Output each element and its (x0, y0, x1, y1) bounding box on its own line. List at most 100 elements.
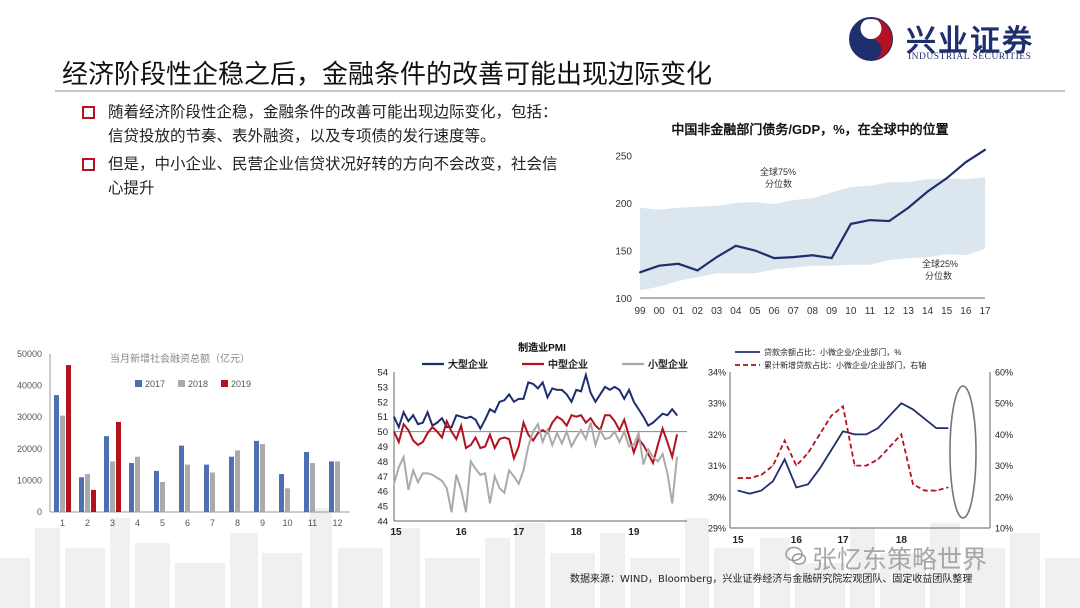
pmi-point (618, 441, 621, 443)
pmi-point (580, 390, 582, 392)
pmi-point (422, 441, 424, 443)
pmi-point (585, 438, 587, 440)
loan-point (807, 452, 809, 454)
pmi-point (575, 436, 577, 439)
logo-mark-icon (849, 17, 893, 61)
pmi-point (503, 436, 505, 439)
pmi-point (585, 422, 587, 424)
pmi-point (441, 417, 443, 419)
loan-point (865, 465, 867, 467)
pmi-point (657, 417, 659, 419)
x-tick-label: 7 (210, 518, 215, 528)
pmi-point (614, 420, 616, 422)
y-tick-label: 10000 (17, 475, 42, 485)
pmi-point (393, 483, 395, 485)
pmi-point (446, 420, 448, 422)
loan-point (795, 486, 797, 489)
x-tick-label: 08 (807, 306, 819, 317)
pmi-point (446, 426, 448, 428)
pmi-point (455, 438, 457, 440)
loan-point (935, 489, 937, 492)
pmi-point (398, 426, 400, 428)
right-y-tick-label: 10% (995, 524, 1013, 534)
pmi-point (628, 435, 630, 437)
pmi-point (628, 389, 630, 391)
pmi-point (614, 431, 616, 433)
pmi-point (642, 444, 645, 446)
pmi-point (566, 393, 568, 395)
x-tick-label: 10 (845, 306, 857, 317)
pmi-point (642, 416, 645, 418)
x-tick-label: 12 (332, 518, 342, 528)
pmi-point (647, 448, 649, 451)
x-tick-label: 17 (837, 535, 849, 545)
pmi-point (614, 386, 616, 388)
pmi-point (666, 441, 669, 443)
china-debt-point (964, 161, 967, 164)
pmi-point (580, 414, 582, 416)
pmi-point (623, 419, 625, 421)
title-divider (55, 90, 1065, 92)
y-tick-label: 20000 (17, 444, 42, 454)
pmi-point (460, 489, 462, 491)
loan-point (830, 415, 832, 417)
bar-2018 (160, 481, 165, 512)
pmi-point (604, 386, 606, 388)
loan-line-right (738, 404, 949, 492)
pmi-point (417, 423, 419, 425)
pmi-point (527, 445, 529, 448)
pmi-point (470, 416, 472, 418)
bullet-item: 随着经济阶段性企稳，金融条件的改善可能出现边际变化，包括：信贷投放的节奏、表外融… (80, 100, 570, 148)
pmi-point (489, 408, 491, 410)
pmi-point (441, 480, 443, 482)
china-debt-point (639, 271, 641, 274)
pmi-point (402, 411, 405, 413)
loan-point (819, 433, 821, 435)
pmi-point (537, 423, 539, 425)
y-tick-label: 150 (615, 247, 632, 258)
bullet-list: 随着经济阶段性企稳，金融条件的改善可能出现边际变化，包括：信贷投放的节奏、表外融… (80, 100, 570, 204)
loan-point (842, 430, 844, 432)
y-tick-label: 50000 (17, 349, 42, 359)
pmi-point (532, 383, 534, 385)
pmi-point (417, 444, 419, 446)
annotation-p25: 全球25% (922, 258, 958, 269)
loan-point (947, 427, 949, 429)
bar-2018 (110, 461, 115, 512)
annotation-p25-sub: 分位数 (925, 270, 952, 281)
pmi-point (671, 502, 673, 504)
pmi-point (623, 431, 625, 433)
pmi-point (460, 416, 462, 418)
pmi-point (537, 387, 539, 389)
bar-2018 (235, 450, 240, 512)
loan-point (935, 427, 937, 429)
pmi-point (652, 422, 654, 424)
x-tick-label: 04 (730, 306, 742, 317)
highlight-ellipse (949, 385, 977, 519)
bar-2018 (285, 488, 290, 512)
x-tick-label: 3 (110, 518, 115, 528)
china-debt-point (773, 257, 776, 260)
pmi-point (479, 447, 481, 449)
pmi-point (498, 438, 501, 440)
watermark-text: 张忆东策略世界 (812, 545, 988, 574)
loan-point (900, 433, 902, 435)
page-title: 经济阶段性企稳之后，金融条件的改善可能出现边际变化 (62, 60, 713, 90)
pmi-point (417, 481, 419, 483)
x-tick-label: 1 (60, 518, 65, 528)
bullet-text: 随着经济阶段性企稳，金融条件的改善可能出现边际变化，包括：信贷投放的节奏、表外融… (108, 103, 558, 145)
pmi-point (407, 420, 409, 422)
china-debt-point (754, 249, 756, 252)
pmi-point (393, 431, 395, 433)
pmi-point (518, 483, 520, 485)
pmi-point (470, 444, 472, 446)
y-tick-label: 30000 (17, 412, 42, 422)
pmi-point (594, 401, 597, 403)
x-tick-label: 06 (769, 306, 781, 317)
pmi-point (580, 429, 582, 431)
loan-point (889, 415, 891, 417)
bar-2019 (116, 421, 121, 512)
pmi-point (609, 389, 611, 391)
pmi-point (522, 469, 525, 471)
bar-2017 (179, 445, 184, 512)
